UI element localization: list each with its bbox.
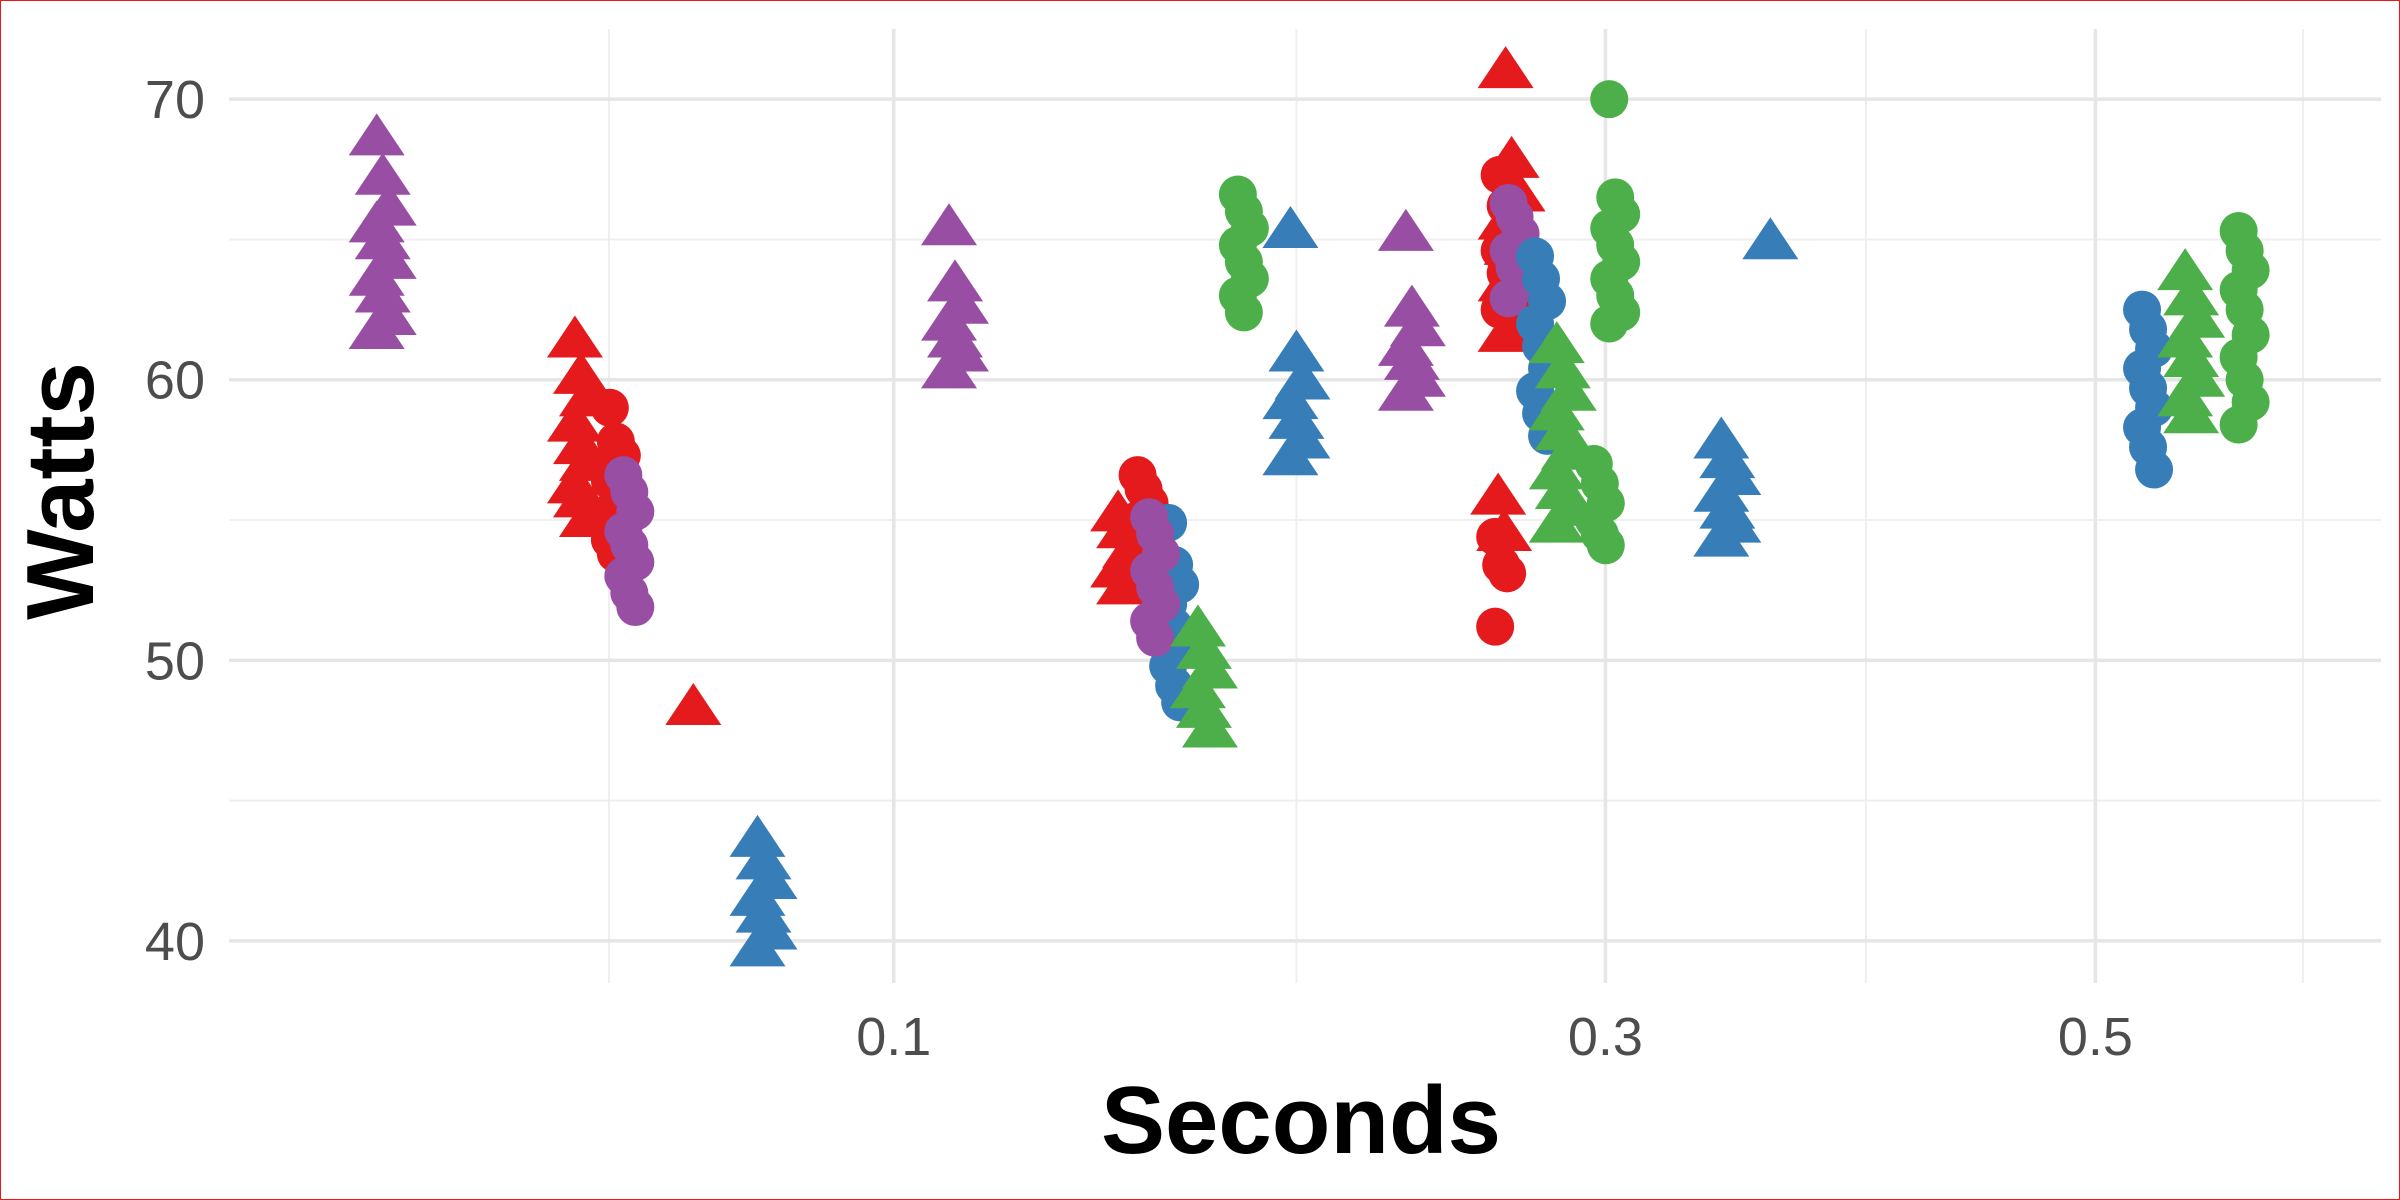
x-axis-title: Seconds xyxy=(1101,1067,1501,1174)
green-triangle-point xyxy=(1181,705,1238,748)
purple-triangle-point xyxy=(921,203,978,246)
green-triangle-point xyxy=(2163,391,2220,434)
purple-circle-point xyxy=(1136,618,1175,657)
y-tick-label: 60 xyxy=(145,351,205,411)
green-triangle-point xyxy=(1175,626,1232,669)
purple-triangle-point xyxy=(1383,284,1440,327)
x-tick-label: 0.3 xyxy=(1568,1007,1643,1067)
y-tick-label: 70 xyxy=(145,70,205,130)
green-triangle-point xyxy=(1169,604,1226,647)
red-triangle-point xyxy=(1477,46,1534,89)
purple-triangle-point xyxy=(927,259,984,302)
blue-triangle-point xyxy=(729,924,786,967)
blue-triangle-point xyxy=(1693,514,1750,557)
blue-triangle-point xyxy=(1742,217,1799,260)
blue-triangle-point xyxy=(1693,416,1750,459)
blue-triangle-point xyxy=(1262,433,1319,476)
grid-lines xyxy=(229,29,2381,983)
green-triangle-point xyxy=(1175,685,1232,728)
y-tick-label: 40 xyxy=(145,912,205,972)
y-axis-title: Watts xyxy=(7,362,114,620)
red-circle-point xyxy=(1476,607,1515,646)
green-triangle-point xyxy=(1528,447,1585,490)
purple-triangle-point xyxy=(348,307,405,350)
green-triangle-point xyxy=(1534,408,1591,451)
purple-circle-point xyxy=(616,588,655,627)
green-triangle-point xyxy=(1528,500,1585,543)
green-triangle-point xyxy=(2163,335,2220,378)
green-circle-point xyxy=(1590,304,1629,343)
tick-labels: 40 50 60 70 0.1 0.3 0.5 xyxy=(145,70,2133,1067)
red-triangle-point xyxy=(546,315,603,358)
purple-triangle-point xyxy=(348,113,405,156)
data-points xyxy=(348,46,2270,967)
red-triangle-point xyxy=(1470,472,1527,515)
red-triangle-point xyxy=(1477,309,1534,352)
blue-triangle-point xyxy=(1268,329,1325,372)
green-circle-point xyxy=(1586,526,1625,565)
red-circle-point xyxy=(1488,554,1527,593)
green-triangle-point xyxy=(1528,388,1585,431)
purple-triangle-point xyxy=(354,217,411,260)
red-triangle-point xyxy=(552,351,609,394)
green-circle-point xyxy=(1224,293,1263,332)
purple-circle-point xyxy=(1489,279,1528,318)
green-triangle-point xyxy=(2157,315,2214,358)
blue-triangle-point xyxy=(1262,377,1319,420)
red-triangle-point xyxy=(546,399,603,442)
purple-triangle-point xyxy=(1377,208,1434,251)
green-circle-point xyxy=(2219,405,2258,444)
blue-triangle-point xyxy=(735,837,792,880)
purple-triangle-point xyxy=(921,346,978,389)
green-triangle-point xyxy=(2157,248,2214,291)
y-tick-label: 50 xyxy=(145,631,205,691)
red-triangle-point xyxy=(552,475,609,518)
purple-triangle-point xyxy=(1377,368,1434,411)
x-tick-label: 0.5 xyxy=(2058,1007,2133,1067)
red-circle-point xyxy=(590,388,629,427)
x-tick-label: 0.1 xyxy=(856,1007,931,1067)
green-circle-point xyxy=(1590,80,1629,119)
green-triangle-point xyxy=(1534,346,1591,389)
green-triangle-point xyxy=(2163,273,2220,316)
blue-triangle-point xyxy=(1262,206,1319,249)
blue-triangle-point xyxy=(1268,396,1325,439)
purple-triangle-point xyxy=(354,270,411,313)
red-triangle-point xyxy=(665,683,722,726)
blue-circle-point xyxy=(2135,450,2174,489)
green-triangle-point xyxy=(1528,321,1585,364)
purple-triangle-point xyxy=(354,152,411,195)
green-triangle-point xyxy=(1169,666,1226,709)
blue-triangle-point xyxy=(729,814,786,857)
